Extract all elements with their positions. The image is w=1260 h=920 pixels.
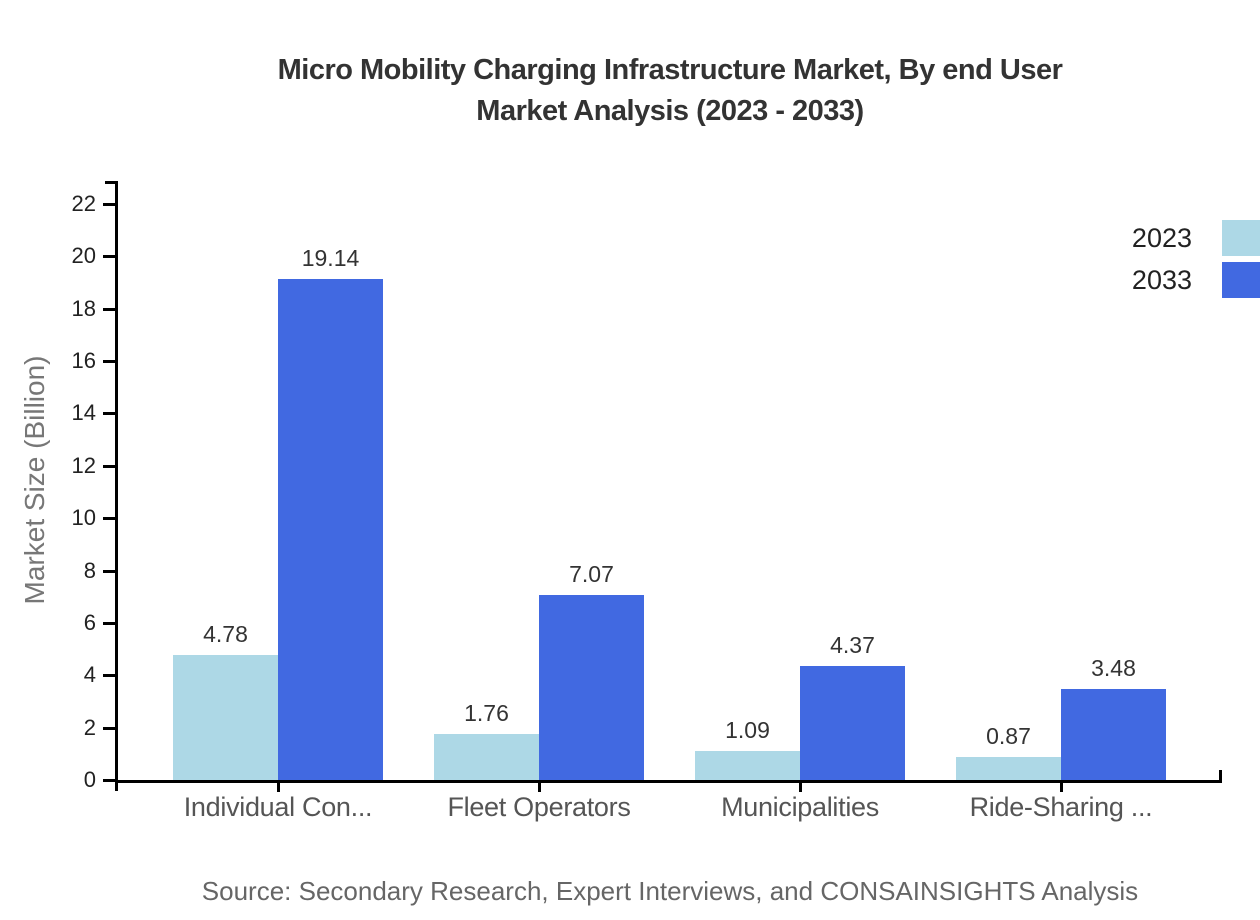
x-axis-line: [115, 780, 1222, 783]
chart-title-line1: Micro Mobility Charging Infrastructure M…: [277, 54, 1063, 86]
bar-2033: [278, 278, 383, 780]
bar-value-label: 4.37: [830, 631, 875, 658]
y-tick-label: 18: [71, 295, 96, 321]
y-tick-label: 22: [71, 191, 96, 217]
y-tick: [103, 360, 115, 364]
y-tick-label: 4: [83, 662, 96, 688]
bar-value-label: 1.76: [464, 699, 509, 726]
bar-2033: [1061, 688, 1166, 780]
y-tick: [103, 517, 115, 521]
y-axis-line: [115, 181, 118, 791]
y-tick: [103, 255, 115, 259]
legend-swatch-2023: [1222, 220, 1260, 256]
bar-value-label: 0.87: [986, 723, 1031, 750]
y-tick: [103, 203, 115, 207]
bar-2023: [695, 751, 800, 780]
bar-value-label: 3.48: [1091, 654, 1136, 681]
x-category-label: Ride-Sharing ...: [969, 792, 1153, 822]
chart-title-line2: Market Analysis (2023 - 2033): [476, 95, 864, 127]
bar-2023: [434, 733, 539, 780]
x-tick: [799, 783, 802, 792]
bar-value-label: 19.14: [301, 244, 360, 271]
y-tick-label: 12: [71, 452, 96, 478]
legend-label-2033: 2033: [1131, 265, 1192, 295]
y-tick: [103, 726, 115, 730]
y-tick-label: 16: [71, 348, 96, 374]
y-tick: [103, 412, 115, 416]
y-tick: [103, 569, 115, 573]
y-tick-label: 0: [83, 767, 96, 792]
y-tick: [103, 674, 115, 678]
x-tick: [277, 783, 280, 792]
x-tick: [538, 783, 541, 792]
x-tick: [1060, 783, 1063, 792]
x-category-label: Individual Con...: [183, 792, 373, 822]
bar-2023: [173, 654, 278, 780]
y-tick: [103, 621, 115, 625]
y-tick-label: 14: [71, 400, 96, 426]
y-tick-label: 20: [71, 243, 96, 269]
x-category-label: Fleet Operators: [447, 792, 631, 822]
legend-swatch-2033: [1222, 262, 1260, 298]
x-axis-right-cap: [1219, 770, 1222, 780]
y-tick-label: 6: [83, 609, 96, 635]
x-category-label: Municipalities: [721, 792, 879, 822]
bar-2023: [956, 757, 1061, 780]
y-tick-label: 8: [83, 557, 96, 583]
source-note: Source: Secondary Research, Expert Inter…: [201, 876, 1139, 906]
bar-value-label: 4.78: [203, 620, 248, 647]
bar-2033: [539, 594, 644, 780]
y-tick: [103, 307, 115, 311]
y-tick: [103, 779, 115, 782]
y-axis-top-cap: [105, 181, 117, 184]
y-tick-label: 2: [83, 714, 96, 740]
bar-value-label: 7.07: [569, 560, 614, 587]
bar-value-label: 1.09: [725, 717, 770, 744]
y-tick: [103, 464, 115, 468]
bar-2033: [800, 665, 905, 780]
y-tick-label: 10: [71, 505, 96, 531]
chart-title: Micro Mobility Charging Infrastructure M…: [80, 50, 1260, 132]
legend-label-2023: 2023: [1131, 223, 1192, 253]
